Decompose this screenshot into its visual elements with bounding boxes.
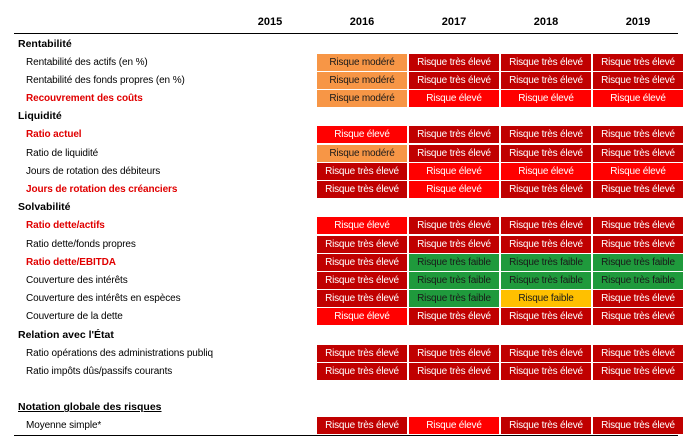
row-label: Ratio opérations des administrations pub… (26, 347, 213, 359)
risk-cell: Risque élevé (317, 308, 407, 326)
risk-cell: Risque élevé (501, 162, 591, 180)
risk-cell: Risque très élevé (409, 362, 499, 380)
risk-cell: Risque très élevé (409, 126, 499, 144)
risk-cell: Risque très élevé (501, 53, 591, 71)
risk-cell: Risque très élevé (593, 217, 683, 235)
risk-cell: Risque très élevé (409, 53, 499, 71)
risk-cell: Risque très élevé (593, 235, 683, 253)
risk-cell: Risque modéré (317, 53, 407, 71)
row-label: Moyenne simple* (26, 420, 102, 432)
row-label: Couverture des intérêts en espèces (26, 293, 181, 305)
column-header: 2015 (257, 16, 283, 28)
risk-cell: Risque très élevé (501, 217, 591, 235)
row-label: Rentabilité des fonds propres (en %) (26, 74, 185, 86)
column-header: 2019 (625, 16, 651, 28)
header-rule (14, 33, 678, 34)
risk-cell: Risque très élevé (593, 417, 683, 435)
row-label: Recouvrement des coûts (26, 93, 143, 105)
risk-cell: Risque très élevé (593, 181, 683, 199)
row-label: Ratio impôts dûs/passifs courants (26, 365, 173, 377)
risk-cell: Risque très élevé (593, 53, 683, 71)
risk-cell: Risque très élevé (501, 126, 591, 144)
section-title: Liquidité (18, 110, 62, 123)
risk-cell: Risque très élevé (501, 344, 591, 362)
risk-cell: Risque très élevé (409, 308, 499, 326)
row-label: Ratio actuel (26, 129, 82, 141)
column-header: 2018 (533, 16, 559, 28)
risk-cell: Risque très élevé (593, 126, 683, 144)
risk-cell: Risque très élevé (501, 308, 591, 326)
risk-cell: Risque très élevé (593, 344, 683, 362)
risk-cell: Risque élevé (317, 126, 407, 144)
risk-cell: Risque très élevé (501, 417, 591, 435)
row-label: Couverture de la dette (26, 311, 123, 323)
risk-cell: Risque élevé (317, 217, 407, 235)
row-label: Ratio dette/fonds propres (26, 238, 136, 250)
section-title: Relation avec l'État (18, 328, 114, 341)
risk-cell: Risque très faible (409, 271, 499, 289)
column-header: 2017 (441, 16, 467, 28)
risk-cell: Risque très élevé (317, 362, 407, 380)
risk-cell: Risque très élevé (409, 144, 499, 162)
section-title: Notation globale des risques (18, 401, 162, 414)
risk-cell: Risque très élevé (317, 271, 407, 289)
risk-cell: Risque très élevé (317, 235, 407, 253)
row-label: Jours de rotation des débiteurs (26, 165, 161, 177)
risk-cell: Risque modéré (317, 144, 407, 162)
risk-cell: Risque très faible (409, 290, 499, 308)
section-title: Rentabilité (18, 37, 72, 50)
risk-cell: Risque très élevé (409, 217, 499, 235)
row-label: Couverture des intérêts (26, 274, 128, 286)
risk-cell: Risque très élevé (593, 362, 683, 380)
risk-cell: Risque très élevé (409, 344, 499, 362)
risk-cell: Risque très élevé (593, 71, 683, 89)
risk-cell: Risque très élevé (593, 290, 683, 308)
risk-cell: Risque élevé (409, 90, 499, 108)
risk-cell: Risque modéré (317, 71, 407, 89)
risk-cell: Risque élevé (593, 162, 683, 180)
risk-cell: Risque très faible (593, 253, 683, 271)
risk-cell: Risque élevé (409, 181, 499, 199)
risk-cell: Risque très élevé (501, 71, 591, 89)
risk-cell: Risque très élevé (317, 162, 407, 180)
risk-cell: Risque très élevé (317, 417, 407, 435)
row-label: Ratio dette/actifs (26, 220, 105, 232)
row-label: Jours de rotation des créanciers (26, 184, 178, 196)
risk-cell: Risque très élevé (409, 235, 499, 253)
risk-cell: Risque très élevé (317, 253, 407, 271)
risk-cell: Risque modéré (317, 90, 407, 108)
risk-cell: Risque très faible (501, 253, 591, 271)
bottom-rule (14, 435, 678, 437)
risk-cell: Risque très élevé (593, 308, 683, 326)
risk-cell: Risque très élevé (501, 144, 591, 162)
row-label: Rentabilité des actifs (en %) (26, 56, 148, 68)
risk-cell: Risque très élevé (501, 362, 591, 380)
risk-cell: Risque élevé (409, 162, 499, 180)
risk-cell: Risque très élevé (317, 181, 407, 199)
risk-cell: Risque très élevé (317, 344, 407, 362)
risk-cell: Risque très faible (593, 271, 683, 289)
risk-cell: Risque très élevé (317, 290, 407, 308)
risk-cell: Risque très élevé (593, 144, 683, 162)
row-label: Ratio de liquidité (26, 147, 99, 159)
risk-cell: Risque élevé (409, 417, 499, 435)
risk-cell: Risque faible (501, 290, 591, 308)
row-label: Ratio dette/EBITDA (26, 256, 116, 268)
risk-cell: Risque très élevé (409, 71, 499, 89)
risk-cell: Risque très faible (409, 253, 499, 271)
risk-cell: Risque élevé (501, 90, 591, 108)
risk-cell: Risque élevé (593, 90, 683, 108)
column-header: 2016 (349, 16, 375, 28)
risk-cell: Risque très faible (501, 271, 591, 289)
risk-cell: Risque très élevé (501, 181, 591, 199)
section-title: Solvabilité (18, 201, 71, 214)
risk-cell: Risque très élevé (501, 235, 591, 253)
